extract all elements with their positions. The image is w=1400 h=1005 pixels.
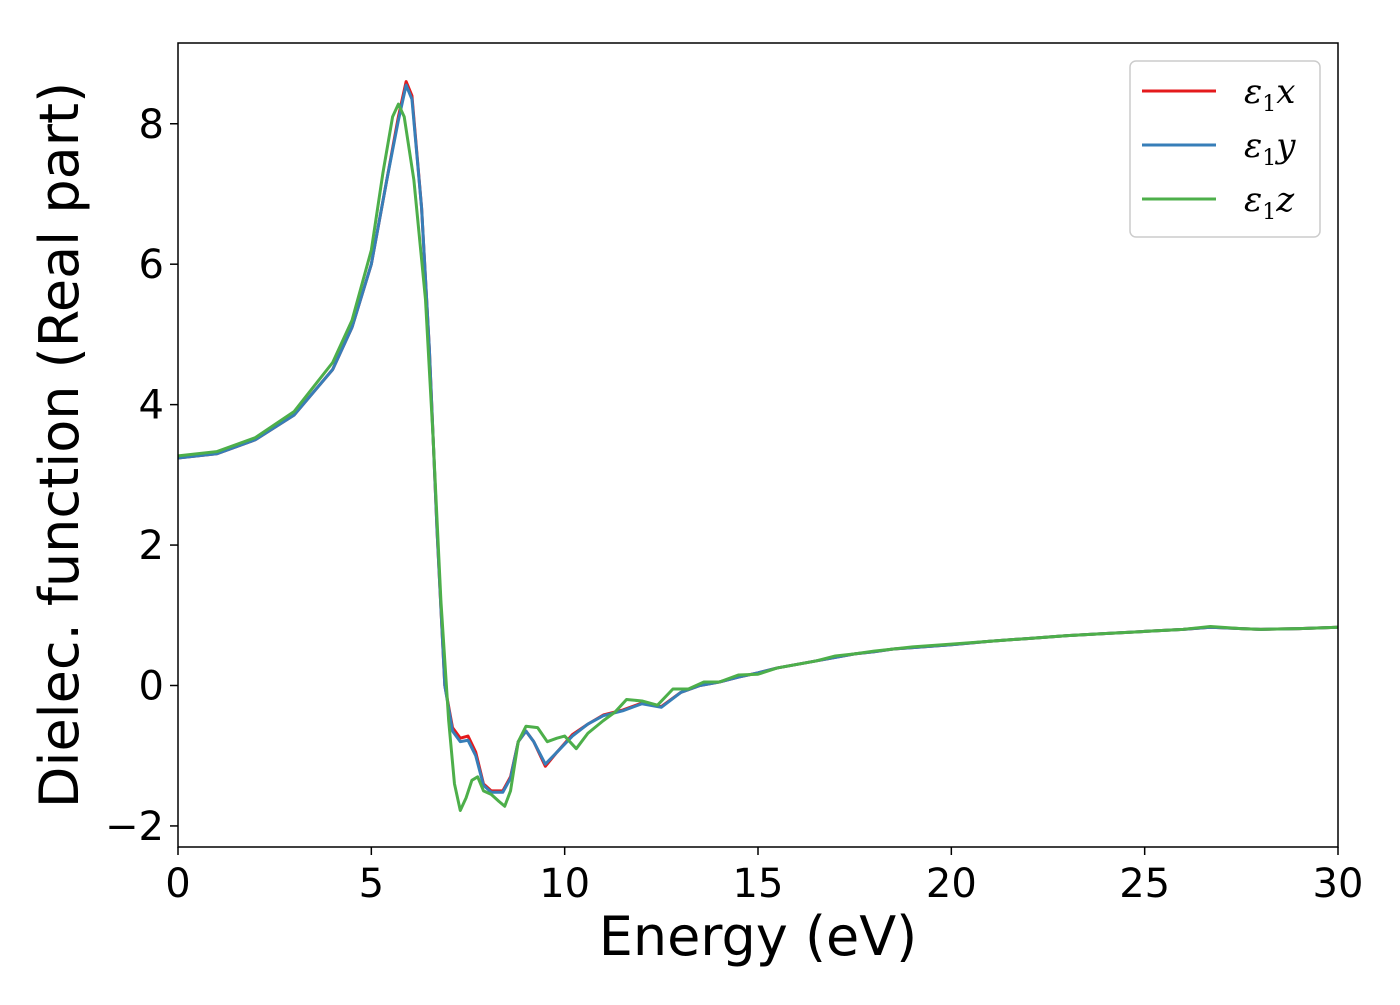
x-tick-label: 20 <box>926 861 977 907</box>
y-axis-title: Dielec. function (Real part) <box>28 82 91 808</box>
y-tick-label: 6 <box>139 242 164 288</box>
y-tick-label: −2 <box>105 804 164 850</box>
legend-label-y: ε1y <box>1244 126 1296 171</box>
x-tick-label: 5 <box>359 861 384 907</box>
legend-label-x: ε1x <box>1244 72 1295 117</box>
y-axis: −2 0 2 4 6 8 <box>105 102 178 850</box>
series-layer <box>178 80 1338 812</box>
y-tick-label: 2 <box>139 523 164 569</box>
y-tick-label: 4 <box>139 383 164 429</box>
x-axis: 0 5 10 15 20 25 30 <box>165 847 1363 907</box>
x-tick-label: 10 <box>539 861 590 907</box>
legend-box <box>1129 60 1321 238</box>
y-tick-label: 0 <box>139 663 164 709</box>
legend: ε1x ε1y ε1z <box>1129 60 1321 238</box>
x-tick-label: 15 <box>733 861 784 907</box>
x-tick-label: 30 <box>1313 861 1364 907</box>
x-tick-label: 0 <box>165 861 190 907</box>
series-line-z <box>178 102 1338 812</box>
y-tick-label: 8 <box>139 102 164 148</box>
x-tick-label: 25 <box>1119 861 1170 907</box>
x-axis-title: Energy (eV) <box>599 905 918 968</box>
legend-label-z: ε1z <box>1244 180 1295 225</box>
